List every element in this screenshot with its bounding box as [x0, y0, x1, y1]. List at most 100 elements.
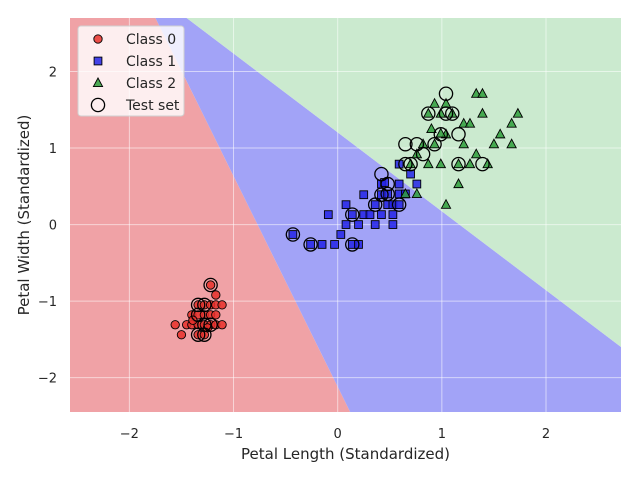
class-2-point: [470, 148, 482, 159]
y-tick-label: −1: [38, 295, 57, 310]
test-point: [345, 237, 360, 252]
class-1-point: [394, 200, 404, 210]
test-point: [391, 197, 407, 212]
legend: Class 0 Class 1 Class 2 Test set: [77, 25, 185, 117]
test-point: [415, 146, 431, 162]
class-0-point: [176, 330, 187, 340]
test-point: [438, 86, 454, 101]
x-tick-label: −2: [120, 427, 139, 442]
test-point: [190, 327, 206, 342]
legend-marker: [93, 34, 103, 44]
test-point: [203, 277, 218, 293]
legend-label: Class 2: [126, 76, 176, 92]
test-point: [374, 166, 389, 182]
class-2-point: [453, 158, 464, 169]
class-2-point: [440, 198, 452, 209]
class-1-point: [336, 230, 346, 239]
class-2-point: [464, 117, 476, 128]
test-point: [475, 156, 490, 172]
x-tick-label: −1: [224, 427, 243, 442]
test-point: [303, 237, 318, 252]
test-point: [451, 156, 466, 172]
test-point: [380, 186, 395, 202]
series-test-set: [190, 86, 490, 342]
class-0-point: [217, 320, 227, 330]
test-point: [374, 187, 389, 202]
test-point: [398, 156, 413, 172]
y-axis-ticks: −2 −1 0 1 2: [38, 66, 57, 387]
class-1-point: [323, 210, 333, 219]
class-1-point: [288, 230, 298, 239]
y-tick-label: −2: [38, 372, 57, 387]
class-2-point: [488, 138, 500, 149]
class-2-point: [426, 122, 437, 133]
test-point: [433, 127, 449, 142]
test-point: [403, 156, 418, 172]
test-point: [285, 227, 301, 242]
test-point: [190, 297, 206, 313]
class-1-point: [370, 220, 380, 229]
class-2-point: [400, 188, 411, 199]
class-0-point: [205, 280, 216, 290]
x-tick-label: 2: [542, 427, 550, 442]
class-1-point: [412, 179, 422, 189]
class-0-point: [170, 320, 180, 330]
test-point: [345, 207, 360, 222]
x-tick-label: 0: [334, 427, 342, 442]
test-point: [398, 136, 413, 152]
data-points: [170, 86, 524, 342]
class-0-point: [211, 310, 221, 320]
class-1-point: [317, 240, 327, 249]
test-point: [451, 127, 466, 142]
y-tick-label: 2: [49, 66, 57, 81]
class-2-point: [411, 188, 423, 199]
class-2-point: [506, 117, 517, 128]
class-0-point: [217, 300, 227, 310]
class-1-point: [306, 240, 315, 249]
class-2-point: [477, 87, 488, 98]
class-2-point: [512, 107, 524, 118]
class-2-point: [506, 138, 517, 149]
y-axis-label: Petal Width (Standardized): [15, 115, 33, 316]
legend-box: [77, 25, 185, 117]
x-axis-label: Petal Length (Standardized): [241, 445, 450, 463]
legend-marker: [90, 97, 106, 113]
x-axis-ticks: −2 −1 0 1 2: [120, 427, 550, 442]
test-point: [438, 106, 454, 121]
test-point: [421, 106, 436, 121]
class-1-point: [388, 210, 398, 219]
class-1-point: [330, 240, 339, 249]
class-2-point: [464, 158, 476, 169]
class-1-point: [370, 200, 380, 210]
legend-label: Class 1: [126, 54, 176, 70]
legend-marker: [92, 77, 104, 88]
test-point: [197, 327, 212, 342]
class-0-point: [188, 315, 198, 325]
class-1-point: [341, 220, 351, 229]
class-1-point: [388, 220, 398, 229]
class-2-point: [453, 178, 464, 189]
class-2-point: [429, 97, 440, 108]
series-class-2: [400, 87, 524, 209]
class-2-point: [477, 107, 488, 118]
class-2-point: [422, 107, 434, 118]
test-point: [445, 106, 460, 121]
class-2-point: [458, 138, 470, 149]
class-1-point: [341, 200, 351, 210]
class-1-point: [347, 210, 357, 219]
class-1-point: [377, 210, 386, 219]
class-2-point: [435, 127, 447, 138]
class-0-point: [211, 290, 221, 300]
class-1-point: [354, 220, 363, 229]
y-tick-label: 0: [49, 219, 57, 234]
decision-region-class-2: [186, 18, 621, 347]
legend-label: Class 0: [126, 32, 176, 48]
legend-label: Test set: [125, 98, 180, 114]
class-2-point: [435, 158, 447, 169]
class-1-point: [394, 179, 404, 189]
y-tick-label: 1: [49, 142, 57, 157]
legend-marker: [93, 56, 103, 66]
x-tick-label: 1: [438, 427, 446, 442]
class-2-point: [494, 128, 506, 139]
